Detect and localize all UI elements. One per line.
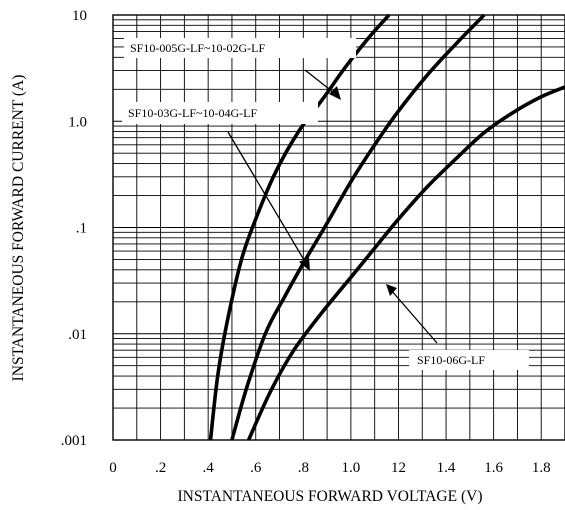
tick-labels: 0 .2 .4 .6 .8 1.0 12 1.4 1.6 1.8 10 1.0 .1 .01 .001 — [61, 8, 551, 476]
x-tick-label: 1.0 — [342, 460, 361, 476]
x-axis-title: INSTANTANEOUS FORWARD VOLTAGE (V) — [178, 488, 483, 505]
x-tick-label: .8 — [298, 460, 309, 476]
x-tick-label: 1.8 — [532, 460, 551, 476]
callouts: SF10-005G-LF~10-02G-LF SF10-03G-LF~10-04G… — [122, 38, 529, 370]
callout-arrow-head-3 — [386, 284, 397, 296]
x-tick-label: 0 — [109, 460, 117, 476]
callout-arrow-line-2 — [227, 131, 308, 266]
callout-label-2: SF10-03G-LF~10-04G-LF — [128, 106, 257, 120]
y-tick-label: 10 — [72, 8, 87, 24]
x-tick-label: .2 — [155, 460, 166, 476]
x-tick-label: 1.6 — [484, 460, 503, 476]
x-tick-label: .4 — [203, 460, 215, 476]
plot-frame — [112, 14, 565, 441]
callout-label-1: SF10-005G-LF~10-02G-LF — [130, 41, 265, 55]
y-axis-title: INSTANTANEOUS FORWARD CURRENT (A) — [10, 75, 27, 382]
x-tick-label: 1.4 — [437, 460, 456, 476]
series-line-2 — [230, 13, 486, 441]
y-tick-label: .01 — [68, 327, 87, 343]
callout-arrow-line-3 — [390, 289, 438, 344]
x-tick-label: 12 — [391, 460, 406, 476]
callout-label-3: SF10-06G-LF — [417, 353, 485, 367]
x-tick-label: .6 — [250, 460, 262, 476]
callout-box-1 — [124, 38, 356, 58]
callout-box-3 — [409, 350, 529, 370]
callout-arrow-head-2 — [299, 257, 310, 271]
y-tick-label: .1 — [76, 221, 87, 237]
y-tick-label: 1.0 — [68, 114, 87, 130]
callout-box-2 — [122, 102, 318, 124]
callout-arrow-head-1 — [329, 86, 341, 100]
y-tick-label: .001 — [61, 433, 87, 449]
series-line-3 — [246, 85, 565, 441]
